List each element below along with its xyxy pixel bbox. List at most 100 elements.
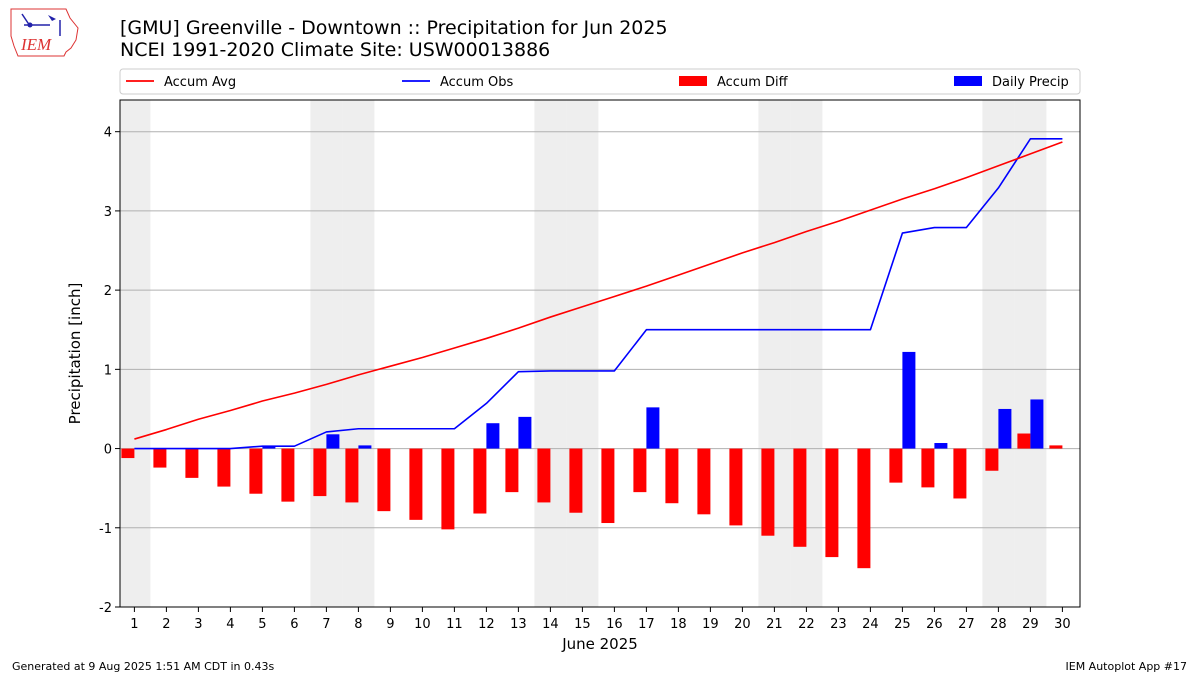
weekend-band: [566, 100, 599, 607]
x-tick-label: 27: [958, 617, 975, 632]
y-tick-label: 4: [104, 126, 112, 141]
x-tick-label: 4: [226, 617, 234, 632]
weekend-band: [120, 100, 151, 607]
y-tick-label: 2: [104, 284, 112, 299]
x-tick-label: 1: [130, 617, 138, 632]
y-axis-label: Precipitation [inch]: [66, 283, 84, 425]
x-tick-label: 2: [162, 617, 170, 632]
x-tick-label: 12: [478, 617, 495, 632]
diff-bar: [249, 448, 263, 494]
diff-bar: [441, 448, 455, 530]
diff-bar: [729, 448, 743, 526]
diff-bar: [377, 448, 391, 512]
x-tick-label: 11: [446, 617, 463, 632]
x-tick-label: 23: [830, 617, 847, 632]
weekend-band: [310, 100, 343, 607]
diff-bar: [409, 448, 423, 520]
diff-bar: [505, 448, 519, 493]
diff-bar: [185, 448, 199, 478]
y-tick-label: 1: [104, 363, 112, 378]
daily-bar: [1030, 399, 1044, 449]
legend-swatch: [954, 76, 982, 86]
y-tick-label: 3: [104, 205, 112, 220]
legend-box: [119, 68, 1081, 95]
diff-bar: [889, 448, 903, 483]
weekend-band: [342, 100, 375, 607]
legend-label: Accum Obs: [440, 75, 513, 90]
diff-bar: [697, 448, 711, 515]
legend-label: Accum Avg: [164, 75, 236, 90]
x-tick-label: 17: [638, 617, 655, 632]
footer-generated: Generated at 9 Aug 2025 1:51 AM CDT in 0…: [12, 660, 275, 673]
x-tick-label: 10: [414, 617, 431, 632]
x-tick-label: 15: [574, 617, 591, 632]
legend-label: Accum Diff: [717, 75, 789, 90]
x-tick-label: 22: [798, 617, 815, 632]
diff-bar: [473, 448, 487, 514]
diff-bar: [217, 448, 231, 487]
x-tick-label: 24: [862, 617, 879, 632]
svg-text:IEM: IEM: [20, 35, 52, 54]
x-tick-label: 3: [194, 617, 202, 632]
x-tick-label: 18: [670, 617, 687, 632]
x-tick-label: 13: [510, 617, 527, 632]
diff-bar: [313, 448, 327, 497]
x-tick-label: 5: [258, 617, 266, 632]
x-tick-label: 20: [734, 617, 751, 632]
diff-bar: [1017, 433, 1031, 449]
x-tick-label: 9: [386, 617, 394, 632]
diff-bar: [281, 448, 295, 502]
x-tick-label: 19: [702, 617, 719, 632]
weekend-band: [534, 100, 567, 607]
y-tick-label: -2: [99, 601, 112, 616]
diff-bar: [761, 448, 775, 536]
x-tick-label: 21: [766, 617, 783, 632]
x-tick-label: 25: [894, 617, 911, 632]
diff-bar: [793, 448, 807, 547]
diff-bar: [633, 448, 647, 493]
daily-bar: [358, 445, 372, 449]
diff-bar: [569, 448, 583, 513]
daily-bar: [934, 443, 948, 449]
diff-bar: [121, 448, 135, 459]
x-tick-label: 26: [926, 617, 943, 632]
diff-bar: [921, 448, 935, 488]
x-tick-label: 14: [542, 617, 559, 632]
x-tick-label: 7: [322, 617, 330, 632]
x-tick-label: 29: [1022, 617, 1039, 632]
diff-bar: [601, 448, 615, 524]
chart-subtitle: NCEI 1991-2020 Climate Site: USW00013886: [120, 39, 551, 61]
x-tick-label: 28: [990, 617, 1007, 632]
diff-bar: [153, 448, 167, 468]
accum-obs-line: [134, 138, 1063, 450]
diff-bar: [825, 448, 839, 558]
diff-bar: [537, 448, 551, 503]
x-tick-label: 8: [354, 617, 362, 632]
x-tick-label: 30: [1054, 617, 1071, 632]
iem-logo: IEM: [8, 6, 80, 58]
diff-bar: [345, 448, 359, 503]
diff-bar: [1049, 445, 1063, 449]
plot-frame: [119, 99, 1081, 608]
footer-app: IEM Autoplot App #17: [1065, 660, 1188, 673]
y-tick-label: 0: [104, 443, 112, 458]
x-tick-label: 6: [290, 617, 298, 632]
y-tick-label: -1: [99, 522, 112, 537]
daily-bar: [998, 408, 1012, 449]
accum-avg-line: [134, 141, 1063, 440]
diff-bar: [857, 448, 871, 569]
daily-bar: [486, 423, 500, 449]
daily-bar: [326, 434, 340, 449]
diff-bar: [985, 448, 999, 471]
x-axis-label: June 2025: [561, 635, 638, 653]
daily-bar: [646, 407, 660, 449]
weekend-band: [1014, 100, 1047, 607]
daily-bar: [902, 351, 916, 449]
legend-swatch: [679, 76, 707, 86]
x-tick-label: 16: [606, 617, 623, 632]
diff-bar: [665, 448, 679, 504]
daily-bar: [262, 446, 276, 449]
diff-bar: [953, 448, 967, 499]
legend-label: Daily Precip: [992, 75, 1069, 90]
